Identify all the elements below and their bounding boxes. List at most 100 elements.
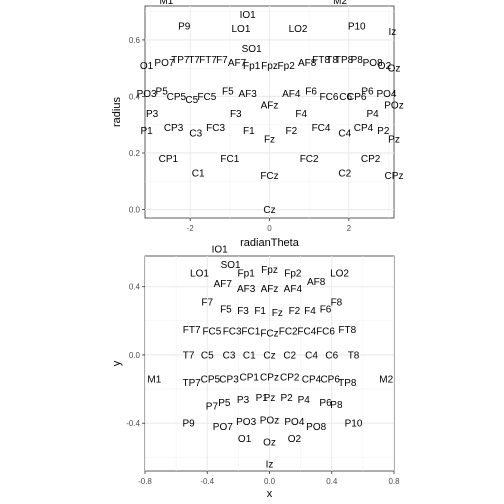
point-label-fpz: Fpz [261,61,278,72]
y-tick-label: 0.0 [129,206,141,215]
point-label-fpz: Fpz [261,265,278,276]
point-label-poz: POz [260,415,279,426]
point-label-c2: C2 [283,350,296,361]
point-label-o1: O1 [140,61,154,72]
point-label-p9: P9 [178,21,191,32]
point-label-cp4: CP4 [302,374,322,385]
point-label-m1: M1 [147,374,161,385]
point-label-iz: Iz [266,460,274,471]
point-label-fc6: FC6 [320,92,339,103]
x-tick-label: -0.4 [200,477,214,486]
point-label-cp2: CP2 [361,154,381,165]
point-label-p10: P10 [345,419,363,430]
x-tick-label: -2 [187,224,195,233]
point-label-cpz: CPz [260,373,279,384]
polar-chart-panel: -2 0 2 0.0 0.2 0.4 0.6 radianTheta radius M1 M2 IO1… [111,0,404,249]
point-label-f7: F7 [201,298,213,309]
point-label-so1: SO1 [242,44,262,55]
point-label-c5: C5 [201,350,214,361]
y-tick-label: 0.6 [129,36,141,45]
point-label-tp7: TP7 [171,55,190,66]
point-label-fz: Fz [272,308,283,319]
point-label-cp5: CP5 [201,374,221,385]
point-label-tp8: TP8 [338,378,357,389]
point-label-m2: M2 [379,374,393,385]
point-label-af3: AF3 [239,89,258,100]
point-label-io1: IO1 [212,245,229,256]
point-label-fc3: FC3 [206,123,225,134]
point-label-f2: F2 [289,306,301,317]
point-label-ft7: FT7 [183,325,201,336]
point-label-f6: F6 [305,86,317,97]
point-label-lo2: LO2 [330,269,349,280]
point-label-cp5: CP5 [167,92,187,103]
y-axis-title: y [111,360,123,366]
y-axis-title: radius [111,97,123,127]
point-label-lo2: LO2 [289,24,308,35]
point-label-p4: P4 [298,395,311,406]
point-label-c1: C1 [243,350,256,361]
point-label-f1: F1 [243,126,255,137]
point-label-oz: Oz [388,64,401,75]
point-label-c4: C4 [305,350,318,361]
point-label-p5: P5 [218,398,231,409]
point-label-f8: F8 [331,298,343,309]
point-label-oz: Oz [263,437,276,448]
point-label-fc3: FC3 [223,327,242,338]
point-label-fc1: FC1 [220,154,239,165]
point-label-lo1: LO1 [190,269,209,280]
point-label-m1: M1 [159,0,173,7]
point-label-cz: Cz [263,205,275,216]
x-tick-label: 0.4 [326,477,338,486]
point-label-f7: F7 [216,55,228,66]
point-label-c6: C6 [325,350,338,361]
y-tick-label: -0.4 [126,419,140,428]
point-label-f2: F2 [285,126,297,137]
point-label-af8: AF8 [307,277,326,288]
point-label-fc4: FC4 [312,123,331,134]
point-label-f4: F4 [304,306,316,317]
x-tick-label: 0.8 [388,477,400,486]
point-label-io1: IO1 [240,10,257,21]
point-label-cp3: CP3 [219,374,239,385]
point-label-f3: F3 [230,109,242,120]
x-tick-label: 0 [267,224,272,233]
point-label-iz: Iz [389,27,397,38]
point-label-cp4: CP4 [354,123,374,134]
x-tick-label: -0.8 [138,477,152,486]
point-label-p2: P2 [281,393,294,404]
point-label-cpz: CPz [385,171,404,182]
point-label-f3: F3 [237,306,249,317]
point-label-po4: PO4 [284,417,304,428]
point-label-c2: C2 [338,168,351,179]
point-label-po4: PO4 [376,89,396,100]
point-label-ft8: FT8 [338,325,356,336]
point-label-af4: AF4 [282,89,301,100]
y-tick-label: 0.2 [129,149,141,158]
point-label-ft7: FT7 [199,55,217,66]
point-label-po7: PO7 [213,422,233,433]
point-label-af4: AF4 [284,284,303,295]
point-label-po3: PO3 [137,89,157,100]
point-label-fc1: FC1 [241,327,260,338]
point-label-c3: C3 [223,350,236,361]
point-label-po3: PO3 [236,417,256,428]
point-label-p10: P10 [348,21,366,32]
point-label-m2: M2 [333,0,347,7]
point-label-lo1: LO1 [231,24,250,35]
point-label-poz: POz [384,100,403,111]
point-label-pz: Pz [264,393,276,404]
point-label-fp2: Fp2 [284,269,302,280]
point-label-fp1: Fp1 [238,269,256,280]
point-label-afz: AFz [261,100,279,111]
point-label-af3: AF3 [237,284,256,295]
point-label-t7: T7 [183,350,195,361]
point-label-f1: F1 [254,306,266,317]
point-label-fc2: FC2 [279,327,298,338]
y-tick-label: 0.4 [129,283,141,292]
point-label-po8: PO8 [306,422,326,433]
point-label-o1: O1 [238,434,252,445]
point-label-cp1: CP1 [159,154,179,165]
point-label-p1: P1 [140,126,153,137]
